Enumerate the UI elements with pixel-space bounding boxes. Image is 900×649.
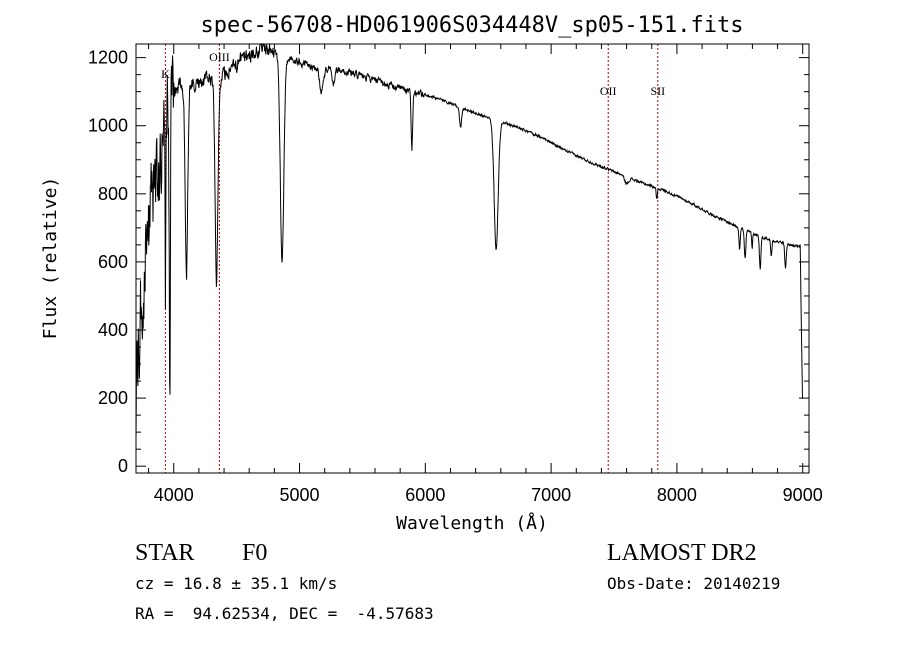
y-tick-label: 1200 [88, 48, 128, 68]
survey-name: LAMOST DR2 [607, 540, 757, 566]
y-tick-label: 200 [98, 388, 128, 408]
y-tick-label: 800 [98, 184, 128, 204]
x-tick-label: 5000 [280, 485, 320, 505]
x-tick-label: 7000 [531, 485, 571, 505]
x-axis-label: Wavelength (Å) [396, 512, 548, 534]
marker-label-oii: OII [600, 84, 617, 98]
emission-line-markers: K OIII OII SII [161, 44, 665, 473]
y-tick-label: 0 [118, 456, 128, 476]
x-tick-label: 4000 [154, 485, 194, 505]
x-tick-label: 8000 [657, 485, 697, 505]
spectral-subclass: F0 [242, 540, 268, 566]
spectrum-line [135, 42, 803, 442]
object-class: STAR [135, 540, 195, 566]
redshift-cz: cz = 16.8 ± 35.1 km/s [135, 574, 338, 593]
y-tick-label: 1000 [88, 116, 128, 136]
observation-date: Obs-Date: 20140219 [607, 574, 781, 593]
y-axis-label: Flux (relative) [40, 177, 61, 340]
coordinates: RA = 94.62534, DEC = -4.57683 [135, 604, 434, 623]
y-tick-label: 600 [98, 252, 128, 272]
marker-label-k: K [161, 67, 170, 81]
x-tick-label: 6000 [405, 485, 445, 505]
plot-frame [135, 43, 810, 474]
axis-ticks: 4000 5000 6000 7000 8000 9000 0 200 400 600 800 100… [88, 44, 823, 505]
y-tick-label: 400 [98, 320, 128, 340]
chart-title: spec-56708-HD061906S034448V_sp05-151.fit… [200, 13, 743, 38]
marker-label-oiii: OIII [209, 50, 230, 64]
marker-label-sii: SII [650, 84, 665, 98]
x-tick-label: 9000 [783, 485, 823, 505]
